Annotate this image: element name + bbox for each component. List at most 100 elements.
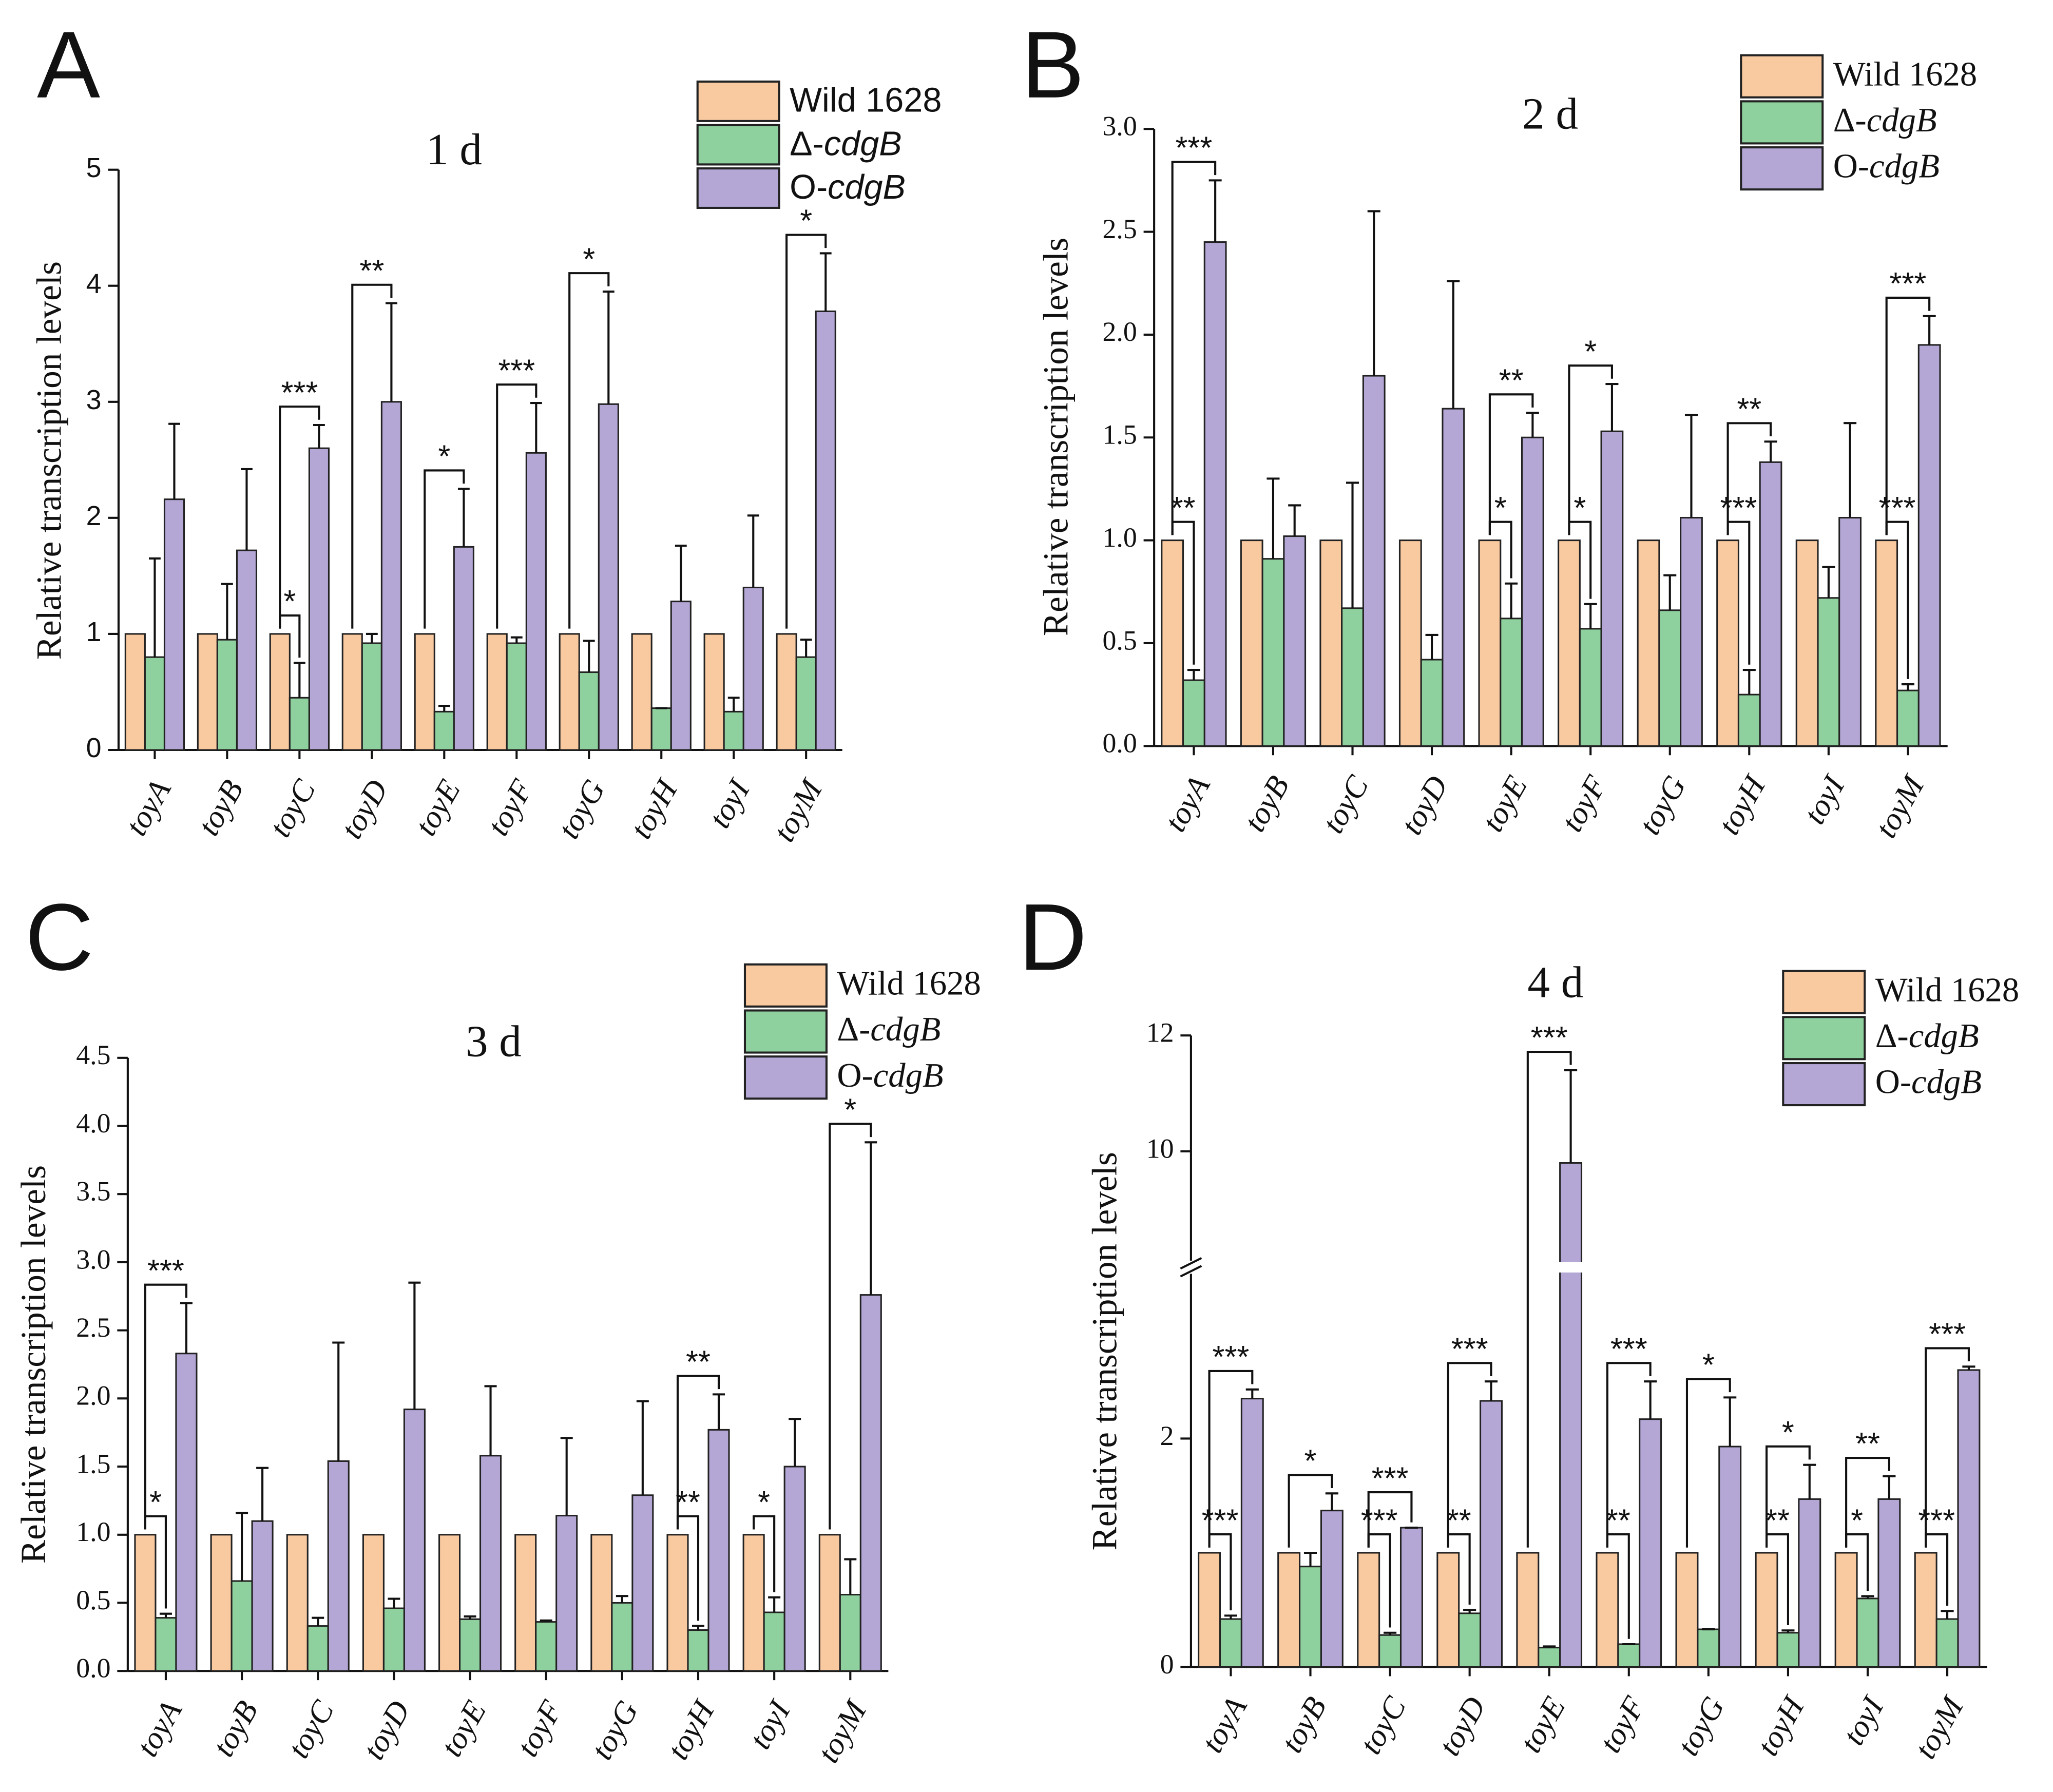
legend-label: Δ-cdgB — [837, 1011, 941, 1048]
bar — [1198, 1552, 1221, 1668]
significance-label: *** — [1610, 1332, 1647, 1367]
bar — [1399, 1527, 1423, 1668]
significance-bracket — [351, 283, 393, 629]
bar — [1500, 618, 1523, 747]
legend-label: Wild 1628 — [1875, 971, 2019, 1009]
bar — [286, 1534, 309, 1672]
y-tick-label: 2 — [86, 500, 102, 531]
bar — [1617, 1643, 1641, 1668]
bar — [1896, 689, 1920, 747]
significance-label: *** — [498, 353, 535, 388]
bar — [251, 1520, 274, 1672]
bar — [1755, 1552, 1778, 1668]
significance-label: * — [438, 439, 450, 474]
y-tick-label: 2.0 — [76, 1380, 110, 1411]
bar — [1798, 1498, 1821, 1668]
y-tick-label: 1.5 — [76, 1448, 110, 1479]
chart-title: 3 d — [466, 1016, 522, 1066]
significance-label: * — [1851, 1502, 1863, 1538]
bar — [486, 633, 508, 751]
bar — [590, 1534, 613, 1672]
x-tick-label: toyA — [1195, 1691, 1254, 1759]
legend-swatch — [743, 963, 828, 1008]
bar — [703, 633, 725, 751]
significance-bracket — [1845, 1456, 1890, 1548]
legend-label: O-cdgB — [1833, 148, 1940, 185]
bar — [763, 1611, 785, 1672]
bar — [1637, 539, 1660, 747]
chart-title: 4 d — [1527, 957, 1583, 1007]
bar — [1737, 693, 1761, 747]
x-tick-label: toyD — [334, 774, 395, 845]
significance-label: *** — [1451, 1332, 1488, 1367]
panel-letter: A — [37, 12, 100, 118]
bar — [598, 403, 619, 751]
legend-swatch — [1782, 1062, 1866, 1107]
y-tick-label: 0 — [86, 733, 102, 763]
y-tick-label: 0.5 — [1103, 625, 1137, 656]
y-tick-label: 5 — [86, 152, 102, 183]
y-axis-label: Relative transcription levels — [1035, 238, 1075, 636]
bar — [1521, 436, 1544, 747]
significance-bracket — [1606, 1362, 1652, 1548]
bar — [818, 1534, 841, 1672]
significance-bracket — [1568, 364, 1613, 535]
x-tick-label: toyG — [1632, 770, 1693, 841]
legend-swatch — [743, 1009, 828, 1054]
bar — [289, 697, 310, 751]
x-tick-label: toyB — [191, 774, 250, 842]
bar — [611, 1602, 634, 1672]
bar — [1917, 344, 1941, 747]
y-tick-label: 3.0 — [76, 1244, 110, 1275]
x-tick-label: toyM — [1908, 1689, 1971, 1765]
bar — [1558, 539, 1581, 747]
significance-label: ** — [1855, 1426, 1880, 1461]
bar — [795, 656, 817, 751]
significance-bracket — [829, 1123, 872, 1530]
bar — [1675, 1552, 1699, 1668]
bar — [1516, 1552, 1540, 1668]
y-tick-label: 2 — [1160, 1420, 1174, 1451]
bar — [1219, 1618, 1242, 1668]
x-tick-label: toyI — [1836, 1690, 1891, 1751]
bar — [1875, 539, 1898, 747]
bar — [327, 1460, 350, 1672]
bar — [231, 1580, 253, 1672]
bar — [1420, 659, 1444, 747]
bar — [1299, 1566, 1322, 1668]
significance-bracket — [279, 406, 320, 629]
y-tick-label: 2.5 — [1103, 214, 1137, 244]
bar — [163, 498, 185, 751]
bar — [1935, 1618, 1959, 1668]
bar — [1378, 1634, 1402, 1668]
bar — [306, 1625, 329, 1672]
bar — [1357, 1552, 1380, 1668]
bar — [1639, 1418, 1662, 1668]
significance-label: ** — [1171, 490, 1196, 526]
y-tick-label: 3.0 — [1103, 111, 1137, 142]
legend-swatch — [1740, 100, 1824, 145]
bar — [1478, 539, 1502, 747]
x-tick-label: toyF — [1555, 769, 1614, 838]
x-tick-label: toyH — [1711, 768, 1773, 841]
x-tick-label: toyI — [1797, 769, 1852, 830]
bar — [144, 656, 165, 751]
bar — [382, 1607, 405, 1672]
bar — [1680, 516, 1703, 747]
bar — [1320, 1510, 1344, 1668]
significance-bracket — [1726, 422, 1772, 535]
bar — [459, 1618, 482, 1672]
bar — [670, 601, 692, 751]
bar — [414, 633, 435, 751]
significance-label: * — [1782, 1415, 1794, 1450]
significance-bracket — [1526, 1050, 1572, 1548]
significance-bracket — [144, 1283, 187, 1530]
significance-label: * — [758, 1485, 770, 1520]
bar — [578, 671, 600, 751]
x-tick-label: toyD — [1394, 770, 1455, 841]
bar — [707, 1429, 730, 1672]
panel: D 4 d Relative transcription levels 0 2 10 12 t… — [1019, 884, 2019, 1765]
significance-label: *** — [1372, 1460, 1409, 1496]
x-tick-label: toyB — [1274, 1691, 1333, 1759]
